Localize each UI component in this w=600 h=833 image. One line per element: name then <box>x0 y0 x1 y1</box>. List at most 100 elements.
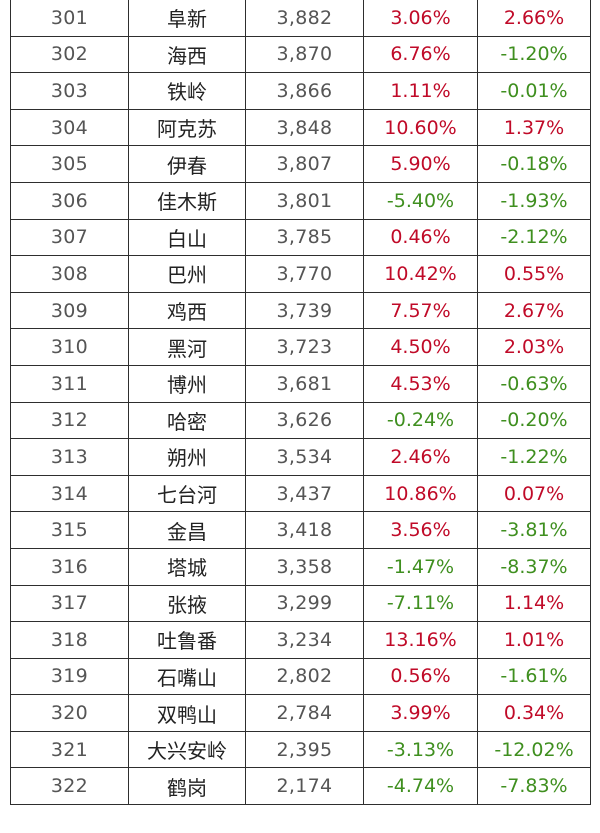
growth-rate-cell: 10.86% <box>363 474 478 513</box>
city-cell: 鹤岗 <box>128 767 246 806</box>
city-cell: 鸡西 <box>128 291 246 330</box>
table-row: 304 阿克苏 3,848 10.60% 1.37% <box>10 108 591 147</box>
growth-change-cell: -1.93% <box>477 181 591 220</box>
table-row: 305 伊春 3,807 5.90% -0.18% <box>10 145 591 183</box>
growth-change-cell: 0.55% <box>477 255 591 293</box>
table-row: 316 塔城 3,358 -1.47% -8.37% <box>10 547 591 586</box>
growth-rate-cell: 2.46% <box>363 438 478 476</box>
growth-change-cell: 2.66% <box>477 0 591 37</box>
rank-cell: 309 <box>10 291 129 330</box>
growth-rate-cell: 5.90% <box>363 145 478 183</box>
table-row: 306 佳木斯 3,801 -5.40% -1.93% <box>10 181 591 220</box>
city-cell: 海西 <box>128 35 246 74</box>
city-cell: 巴州 <box>128 255 246 293</box>
rank-cell: 319 <box>10 657 129 696</box>
growth-change-cell: -0.63% <box>477 364 591 403</box>
city-cell: 塔城 <box>128 547 246 586</box>
growth-change-cell: -2.12% <box>477 218 591 257</box>
growth-rate-cell: 7.57% <box>363 291 478 330</box>
growth-rate-cell: 0.46% <box>363 218 478 257</box>
rank-cell: 308 <box>10 255 129 293</box>
city-cell: 阜新 <box>128 0 246 37</box>
table-row: 319 石嘴山 2,802 0.56% -1.61% <box>10 657 591 696</box>
city-cell: 白山 <box>128 218 246 257</box>
table-row: 307 白山 3,785 0.46% -2.12% <box>10 218 591 257</box>
growth-rate-cell: -0.24% <box>363 401 478 440</box>
table-row: 309 鸡西 3,739 7.57% 2.67% <box>10 291 591 330</box>
growth-change-cell: 1.01% <box>477 621 591 659</box>
city-cell: 张掖 <box>128 584 246 623</box>
value-cell: 3,437 <box>245 474 364 513</box>
value-cell: 2,174 <box>245 767 364 806</box>
city-cell: 金昌 <box>128 511 246 549</box>
value-cell: 3,534 <box>245 438 364 476</box>
growth-rate-cell: 4.53% <box>363 364 478 403</box>
city-cell: 佳木斯 <box>128 181 246 220</box>
city-cell: 吐鲁番 <box>128 621 246 659</box>
value-cell: 3,866 <box>245 72 364 110</box>
value-cell: 3,626 <box>245 401 364 440</box>
table-row: 314 七台河 3,437 10.86% 0.07% <box>10 474 591 513</box>
table-row: 313 朔州 3,534 2.46% -1.22% <box>10 438 591 476</box>
growth-change-cell: -3.81% <box>477 511 591 549</box>
value-cell: 3,785 <box>245 218 364 257</box>
city-cell: 双鸭山 <box>128 694 246 732</box>
table-row: 317 张掖 3,299 -7.11% 1.14% <box>10 584 591 623</box>
table-row: 318 吐鲁番 3,234 13.16% 1.01% <box>10 621 591 659</box>
growth-rate-cell: 13.16% <box>363 621 478 659</box>
rank-cell: 305 <box>10 145 129 183</box>
ranking-table-container: 301 阜新 3,882 3.06% 2.66% 302 海西 3,870 6.76% -1.20… <box>10 0 591 824</box>
table-row: 315 金昌 3,418 3.56% -3.81% <box>10 511 591 549</box>
city-cell: 黑河 <box>128 328 246 366</box>
value-cell: 3,807 <box>245 145 364 183</box>
value-cell: 3,770 <box>245 255 364 293</box>
rank-cell: 322 <box>10 767 129 806</box>
growth-change-cell: -1.61% <box>477 657 591 696</box>
growth-rate-cell: -4.74% <box>363 767 478 806</box>
rank-cell: 313 <box>10 438 129 476</box>
rank-cell: 312 <box>10 401 129 440</box>
table-row: 301 阜新 3,882 3.06% 2.66% <box>10 0 591 37</box>
growth-rate-cell: 1.11% <box>363 72 478 110</box>
value-cell: 3,234 <box>245 621 364 659</box>
growth-change-cell: 2.03% <box>477 328 591 366</box>
growth-change-cell: -7.83% <box>477 767 591 806</box>
value-cell: 3,681 <box>245 364 364 403</box>
growth-rate-cell: 3.06% <box>363 0 478 37</box>
value-cell: 3,299 <box>245 584 364 623</box>
growth-change-cell: -1.20% <box>477 35 591 74</box>
growth-rate-cell: 3.99% <box>363 694 478 732</box>
rank-cell: 310 <box>10 328 129 366</box>
value-cell: 2,395 <box>245 730 364 769</box>
growth-rate-cell: 6.76% <box>363 35 478 74</box>
growth-rate-cell: -7.11% <box>363 584 478 623</box>
rank-cell: 304 <box>10 108 129 147</box>
city-cell: 七台河 <box>128 474 246 513</box>
growth-change-cell: 1.14% <box>477 584 591 623</box>
rank-cell: 306 <box>10 181 129 220</box>
rank-cell: 318 <box>10 621 129 659</box>
table-row: 321 大兴安岭 2,395 -3.13% -12.02% <box>10 730 591 769</box>
growth-change-cell: -0.18% <box>477 145 591 183</box>
city-cell: 阿克苏 <box>128 108 246 147</box>
growth-rate-cell: -5.40% <box>363 181 478 220</box>
table-body: 301 阜新 3,882 3.06% 2.66% 302 海西 3,870 6.76% -1.20… <box>10 0 591 806</box>
growth-change-cell: 2.67% <box>477 291 591 330</box>
growth-rate-cell: -1.47% <box>363 547 478 586</box>
city-cell: 哈密 <box>128 401 246 440</box>
rank-cell: 311 <box>10 364 129 403</box>
city-cell: 博州 <box>128 364 246 403</box>
city-cell: 大兴安岭 <box>128 730 246 769</box>
rank-cell: 314 <box>10 474 129 513</box>
rank-cell: 302 <box>10 35 129 74</box>
city-cell: 铁岭 <box>128 72 246 110</box>
growth-change-cell: -0.20% <box>477 401 591 440</box>
value-cell: 3,723 <box>245 328 364 366</box>
value-cell: 2,784 <box>245 694 364 732</box>
rank-cell: 307 <box>10 218 129 257</box>
growth-change-cell: 0.07% <box>477 474 591 513</box>
table-row: 302 海西 3,870 6.76% -1.20% <box>10 35 591 74</box>
table-row: 310 黑河 3,723 4.50% 2.03% <box>10 328 591 366</box>
city-ranking-table: 301 阜新 3,882 3.06% 2.66% 302 海西 3,870 6.76% -1.20… <box>10 0 591 806</box>
city-cell: 朔州 <box>128 438 246 476</box>
